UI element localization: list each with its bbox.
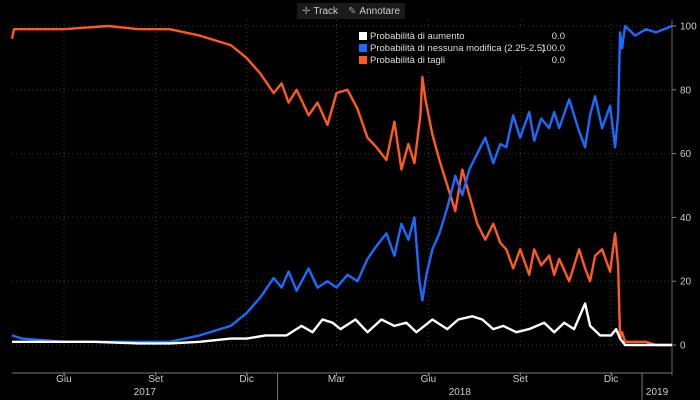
pencil-icon: ✎ [348, 5, 357, 17]
legend-swatch [359, 44, 367, 52]
legend-label: Probabilità di nessuna modifica (2.25-2.… [370, 42, 546, 54]
legend-label: Probabilità di tagli [370, 54, 445, 66]
annotate-button[interactable]: ✎ Annotare [343, 3, 405, 19]
y-tick-label: 60 [680, 149, 692, 160]
legend-value: 0.0 [551, 30, 565, 42]
x-tick-label: Mar [328, 374, 346, 385]
grid [12, 20, 672, 346]
x-tick-label: Set [148, 374, 163, 385]
legend-value: 0.0 [551, 54, 565, 66]
annotate-label: Annotare [359, 5, 401, 17]
x-tick-label: Giu [421, 374, 437, 385]
x-tick-label: Dic [604, 374, 618, 385]
y-tick-label: 40 [680, 213, 692, 224]
y-tick-label: 100 [680, 22, 697, 33]
x-tick-label: Set [513, 374, 528, 385]
legend-item-nessuna-modifica: Probabilità di nessuna modifica (2.25-2.… [359, 42, 565, 54]
x-tick-label: Dic [239, 374, 253, 385]
legend-swatch [359, 32, 367, 40]
series-lines [10, 24, 673, 347]
y-tick-label: 80 [680, 85, 692, 96]
chart-toolbar: ✛ Track ✎ Annotare [297, 3, 406, 19]
legend-item-tagli: Probabilità di tagli 0.0 [359, 54, 565, 66]
legend-value: 100.0 [541, 42, 565, 54]
crosshair-icon: ✛ [302, 5, 311, 17]
year-label: 2017 [134, 387, 157, 398]
legend-label: Probabilità di aumento [370, 30, 465, 42]
legend-item-aumento: Probabilità di aumento 0.0 [359, 30, 565, 42]
y-tick-label: 0 [680, 341, 686, 352]
x-tick-label: Giu [56, 374, 72, 385]
series-line-nessuna-modifica [11, 24, 673, 343]
x-axis: Giu Set Dic Mar Giu Set Dic 2017 2018 2019 [12, 372, 672, 400]
legend: Probabilità di aumento 0.0 Probabilità d… [355, 28, 569, 68]
track-label: Track [313, 5, 339, 17]
legend-swatch [359, 56, 367, 64]
track-button[interactable]: ✛ Track [297, 3, 343, 19]
series-line-tagli [10, 24, 672, 347]
series-line-aumento [12, 302, 672, 347]
year-label: 2018 [449, 387, 472, 398]
y-axis: 0 20 40 60 80 100 [671, 20, 697, 375]
y-tick-label: 20 [680, 277, 692, 288]
year-label: 2019 [646, 387, 669, 398]
